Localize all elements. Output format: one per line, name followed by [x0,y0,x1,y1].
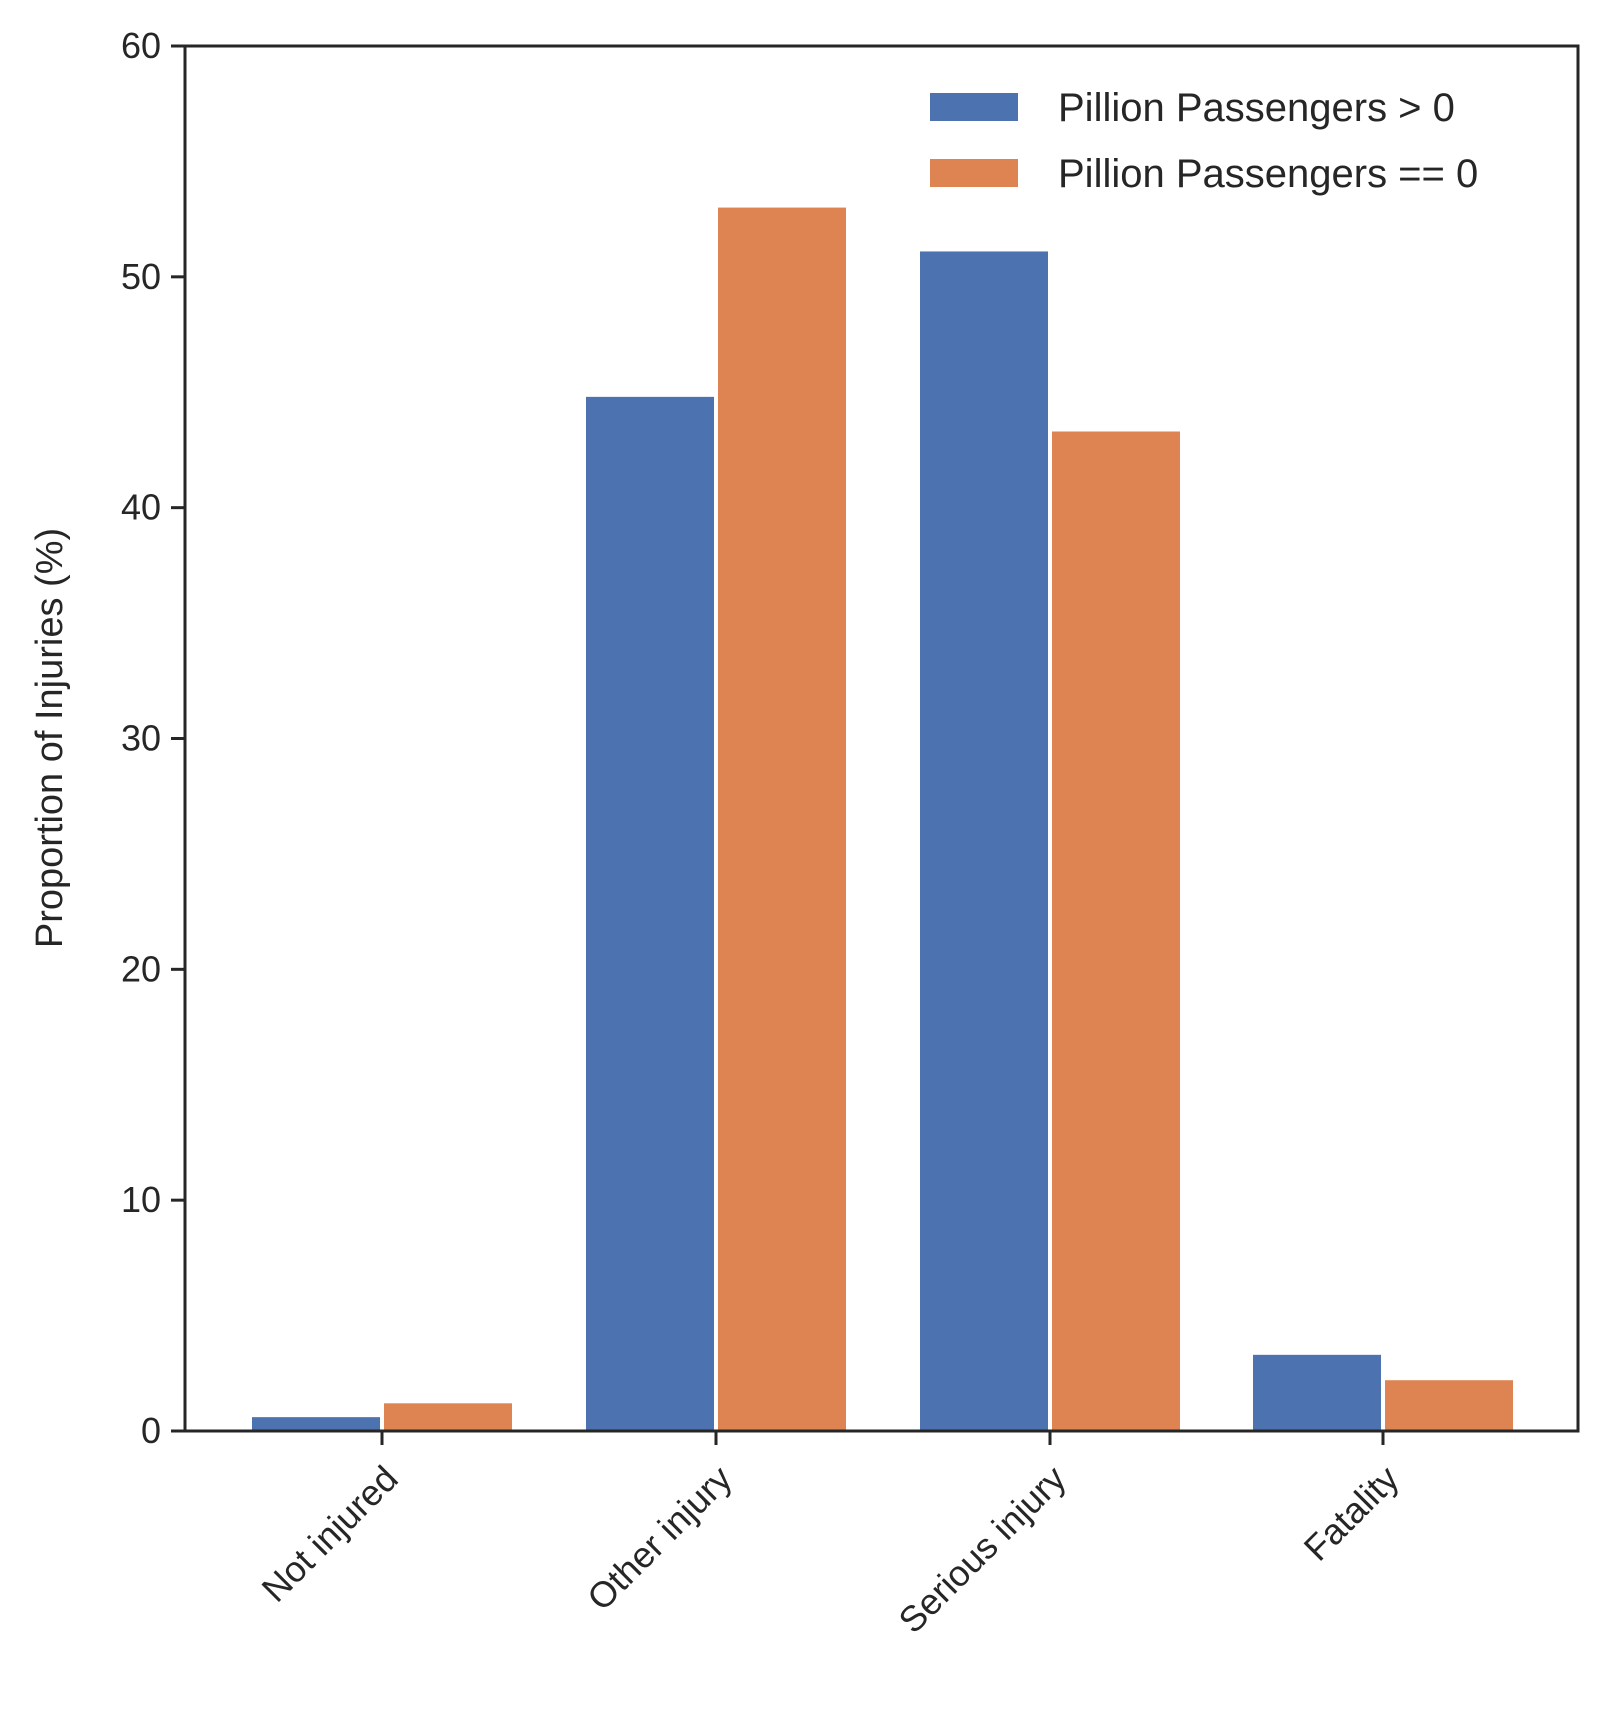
y-tick-label: 30 [121,718,161,759]
y-tick-label: 40 [121,487,161,528]
y-tick-label: 0 [141,1410,161,1451]
y-axis-label: Proportion of Injuries (%) [29,528,71,948]
legend: Pillion Passengers > 0 Pillion Passengers… [930,86,1478,196]
bar-with-pillion-other-injury [586,396,714,1431]
bars-group [252,207,1513,1432]
y-tick-label: 50 [121,256,161,297]
x-axis: Not injured Other injury Serious injury Fat… [254,1431,1407,1641]
y-tick-label: 10 [121,1179,161,1220]
bar-with-pillion-serious-injury [920,251,1048,1432]
bar-without-pillion-not-injured [384,1403,512,1431]
x-tick-label: Other injury [579,1458,740,1619]
x-tick-label: Not injured [254,1458,406,1610]
bar-without-pillion-fatality [1385,1380,1513,1431]
legend-label: Pillion Passengers > 0 [1058,86,1455,130]
bar-with-pillion-fatality [1253,1354,1381,1431]
bar-with-pillion-not-injured [252,1417,380,1431]
x-tick-label: Fatality [1296,1458,1407,1569]
x-tick-label: Serious injury [890,1458,1073,1641]
legend-label: Pillion Passengers == 0 [1058,152,1478,196]
legend-swatch [930,159,1018,187]
bar-without-pillion-serious-injury [1052,431,1180,1431]
y-tick-label: 20 [121,948,161,989]
y-axis: 0 10 20 30 40 50 60 [121,25,185,1451]
plot-frame [183,44,1580,1433]
legend-swatch [930,93,1018,121]
bar-without-pillion-other-injury [718,207,846,1431]
y-tick-label: 60 [121,25,161,66]
